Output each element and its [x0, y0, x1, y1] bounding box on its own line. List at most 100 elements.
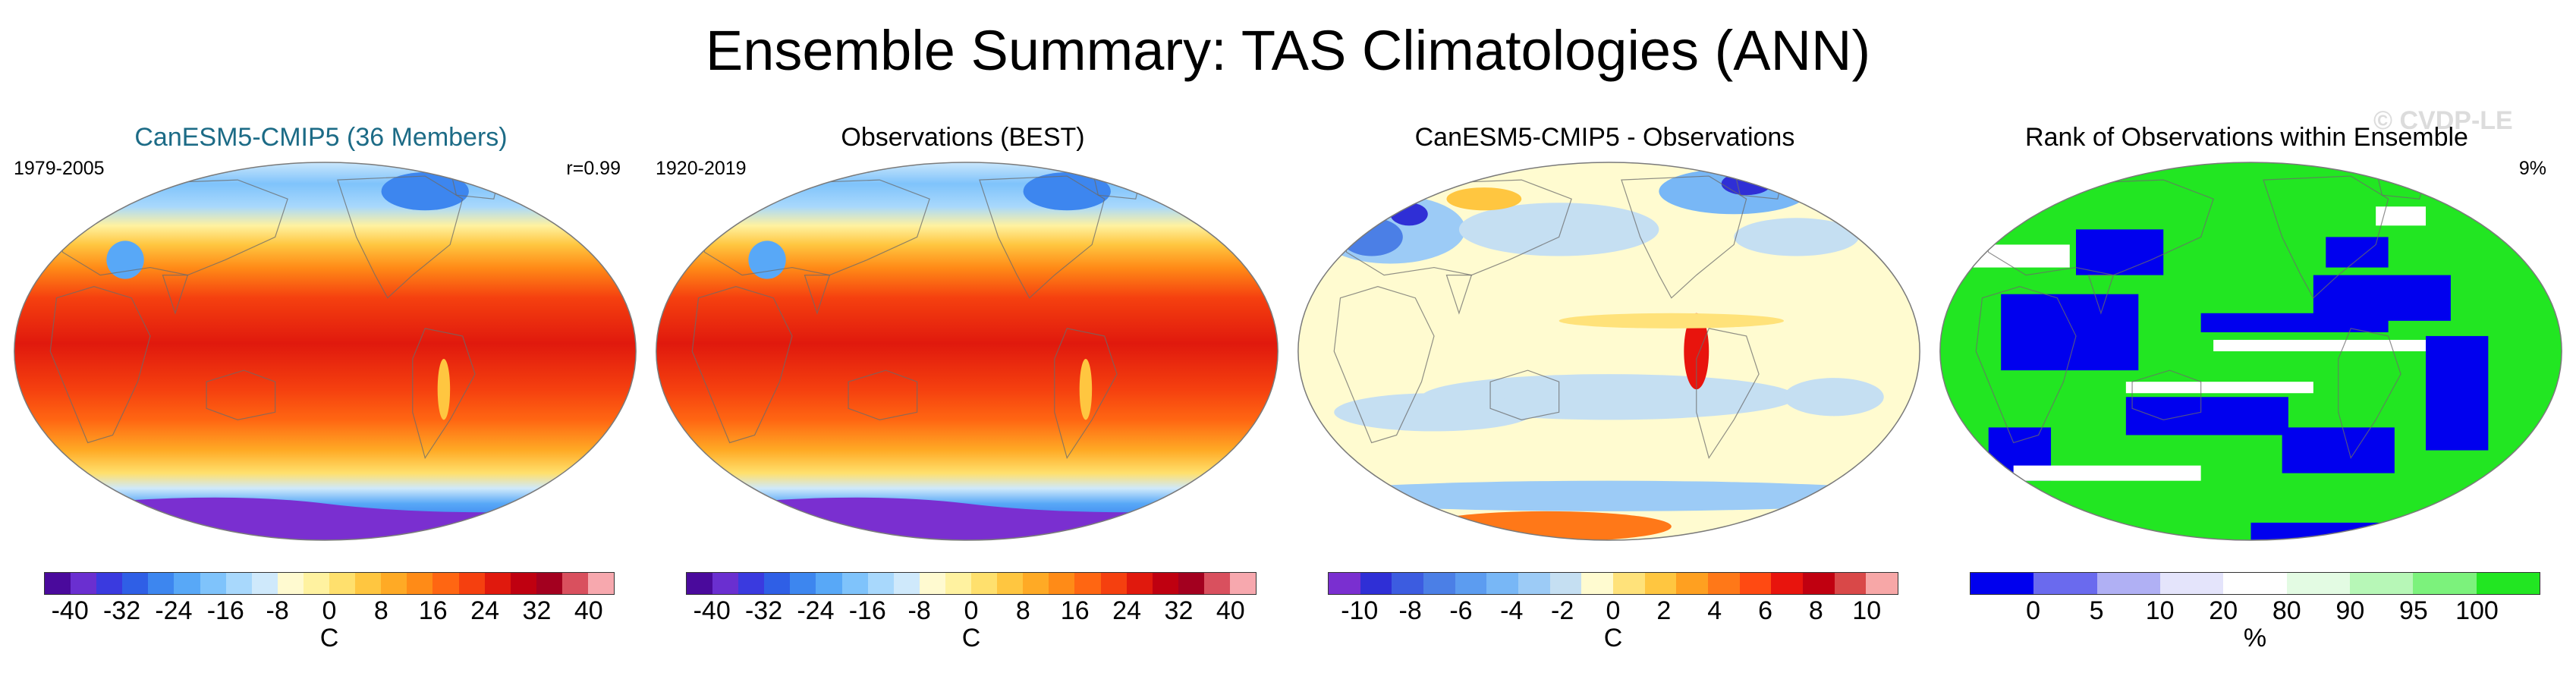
colorbar-swatch: [1203, 573, 1230, 594]
map-border: [1297, 162, 1920, 541]
colorbar: [44, 572, 615, 595]
colorbar-tick-label: 32: [1164, 596, 1194, 625]
colorbar-tick-label: -6: [1449, 596, 1473, 625]
coastline-australia: [2131, 369, 2202, 420]
colorbar-swatch: [1708, 573, 1740, 594]
colorbar-swatch: [1866, 573, 1898, 594]
colorbar-swatch: [893, 573, 920, 594]
colorbar-swatch: [484, 573, 511, 594]
colorbar-unit-label: %: [2243, 624, 2267, 652]
colorbar-tick-label: 24: [1112, 596, 1141, 625]
colorbar-swatch: [2286, 573, 2350, 594]
coastline-india: [2087, 274, 2115, 315]
colorbar-swatch: [1074, 573, 1101, 594]
colorbar-tick-label: 5: [2089, 596, 2104, 625]
colorbar-swatch: [1392, 573, 1424, 594]
colorbar-swatch: [1455, 573, 1487, 594]
map-panel-1: CanESM5-CMIP5 (36 Members) 1979-2005 r=0.9…: [0, 0, 642, 676]
coastline-india: [804, 274, 831, 315]
colorbar-swatch: [919, 573, 945, 594]
colorbar-tick-label: 40: [574, 596, 603, 625]
colorbar-swatch: [122, 573, 149, 594]
colorbar-swatch: [1329, 573, 1360, 594]
colorbar-tick-label: -32: [102, 596, 141, 625]
stat-label: 9%: [2518, 158, 2546, 179]
map-panel-2: Observations (BEST) 1920-2019 -40 -32 -24 -16…: [642, 0, 1284, 676]
colorbar-tick-label: 32: [522, 596, 552, 625]
colorbar-tick-label: 6: [1758, 596, 1772, 625]
colorbar-swatch: [1518, 573, 1550, 594]
panel-title: CanESM5-CMIP5 (36 Members): [134, 123, 508, 152]
colorbar-swatch: [1834, 573, 1867, 594]
colorbar-tick-label: 10: [1852, 596, 1882, 625]
coastline-namerica: [337, 175, 464, 299]
colorbar-tick-label: 95: [2398, 596, 2428, 625]
colorbar-swatch: [587, 573, 615, 594]
colorbar-swatch: [1971, 573, 2034, 594]
colorbar-tick-label: 0: [1606, 596, 1621, 625]
map-panel-3: CanESM5-CMIP5 - Observations -10 -8 -6 -4 -2 0…: [1284, 0, 1926, 676]
colorbar-tick-label: 40: [1216, 596, 1245, 625]
coastline-samerica: [1054, 328, 1118, 460]
colorbar-swatch: [71, 573, 97, 594]
map-panel-4: Rank of Observations within Ensemble 9% 0 5…: [1926, 0, 2568, 676]
colorbar-tick-label: -40: [51, 596, 89, 625]
map-field: [14, 162, 637, 540]
colorbar-tick-label: -24: [797, 596, 835, 625]
colorbar-unit-label: C: [1603, 624, 1623, 652]
colorbar-unit-label: C: [319, 624, 339, 652]
colorbar-swatch: [200, 573, 226, 594]
colorbar-tick-label: 90: [2335, 596, 2365, 625]
colorbar-swatch: [945, 573, 972, 594]
world-map: [1297, 162, 1920, 541]
world-map: [656, 162, 1279, 541]
colorbar-swatch: [1486, 573, 1519, 594]
colorbar-swatch: [1229, 573, 1257, 594]
panel-title: Rank of Observations within Ensemble: [2025, 123, 2468, 152]
colorbar-swatch: [1360, 573, 1392, 594]
coastline-eurasia: [1975, 179, 2214, 276]
coastline-namerica: [979, 175, 1106, 299]
colorbar-swatch: [536, 573, 562, 594]
world-map: [1939, 162, 2562, 541]
colorbar-tick-label: -10: [1341, 596, 1379, 625]
watermark: © CVDP-LE: [2373, 106, 2513, 135]
colorbar-swatch: [997, 573, 1024, 594]
colorbar-swatch: [2349, 573, 2414, 594]
colorbar-swatch: [1100, 573, 1127, 594]
colorbar-tick-label: 8: [1808, 596, 1823, 625]
coastline-africa: [691, 286, 793, 444]
colorbar-tick-label: -16: [848, 596, 886, 625]
colorbar-tick-label: 16: [1060, 596, 1090, 625]
coastline-namerica: [2263, 175, 2389, 299]
colorbar-swatch: [1023, 573, 1049, 594]
world-map: [14, 162, 637, 541]
colorbar-tick-label: -4: [1500, 596, 1524, 625]
colorbar-swatch: [2096, 573, 2160, 594]
colorbar-tick-label: 8: [1015, 596, 1030, 625]
colorbar-tick-label: -40: [693, 596, 731, 625]
colorbar-swatch: [687, 573, 713, 594]
stat-label: r=0.99: [566, 158, 621, 179]
colorbar-swatch: [1613, 573, 1645, 594]
colorbar-tick-label: 100: [2455, 596, 2499, 625]
coastline-samerica: [412, 328, 476, 460]
colorbar-swatch: [712, 573, 739, 594]
colorbar-swatch: [1739, 573, 1772, 594]
coastline-samerica: [2338, 328, 2401, 460]
colorbar-swatch: [148, 573, 175, 594]
colorbar-swatch: [1178, 573, 1204, 594]
page-title: Ensemble Summary: TAS Climatologies (ANN…: [705, 19, 1871, 82]
colorbar-tick-label: 8: [373, 596, 388, 625]
colorbar-swatch: [2413, 573, 2477, 594]
colorbar-tick-label: -32: [744, 596, 783, 625]
map-border: [14, 162, 637, 541]
colorbar-swatch: [1152, 573, 1178, 594]
colorbar-tick-label: 16: [418, 596, 448, 625]
colorbar-swatch: [971, 573, 998, 594]
colorbar-swatch: [174, 573, 200, 594]
coastline-india: [162, 274, 189, 315]
coastline-australia: [1489, 369, 1560, 420]
colorbar-swatch: [1581, 573, 1614, 594]
coastline-africa: [49, 286, 151, 444]
